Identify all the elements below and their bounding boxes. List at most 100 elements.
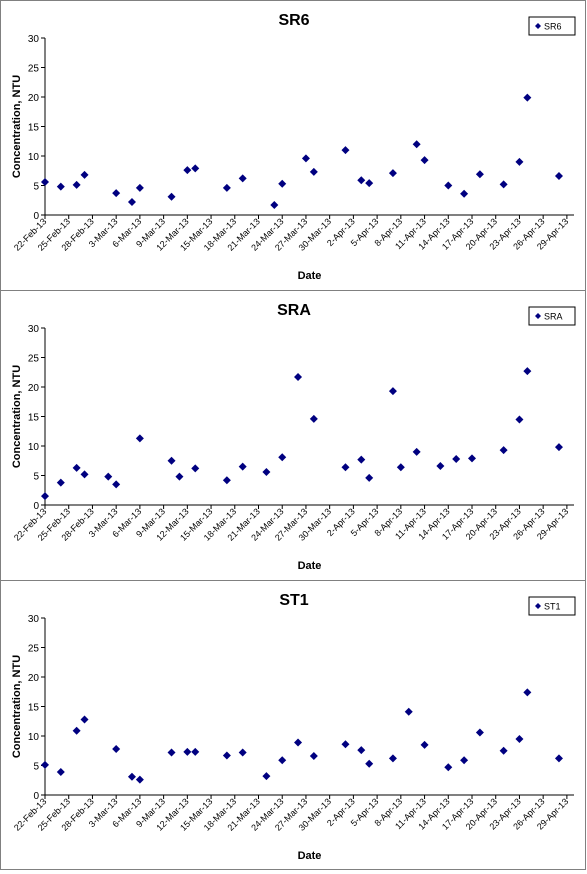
data-point-sra (175, 472, 184, 481)
data-point-st1 (499, 746, 508, 755)
data-point-st1 (365, 759, 374, 768)
data-point-st1 (56, 767, 65, 776)
data-point-sr6 (444, 181, 453, 190)
data-point-sr6 (238, 174, 247, 183)
data-point-sra (365, 473, 374, 482)
data-point-sra (515, 415, 524, 424)
data-point-st1 (41, 760, 49, 769)
data-point-sr6 (499, 180, 508, 189)
data-point-sra (523, 367, 532, 376)
data-point-sra (294, 372, 303, 381)
chart-title: ST1 (279, 592, 308, 609)
data-point-sr6 (135, 183, 144, 192)
y-tick-label: 25 (28, 644, 40, 655)
y-tick-label: 5 (33, 762, 39, 773)
data-point-sra (41, 492, 49, 501)
legend-box (528, 596, 576, 616)
data-point-sr6 (309, 167, 318, 176)
data-point-sr6 (278, 179, 287, 188)
data-point-sr6 (301, 154, 310, 163)
data-point-sra (135, 434, 144, 443)
y-tick-label: 25 (28, 64, 40, 75)
data-point-sr6 (365, 179, 374, 188)
data-point-sra (467, 454, 476, 463)
data-point-sra (412, 447, 421, 456)
data-point-sra (396, 463, 405, 472)
legend-label: SR6 (544, 22, 562, 32)
data-point-st1 (191, 747, 200, 756)
data-point-sr6 (515, 157, 524, 166)
y-tick-label: 30 (28, 614, 40, 625)
data-point-sra (72, 463, 81, 472)
y-tick-label: 15 (28, 413, 40, 424)
chart-panel-st1: ST1 0 5 10 15 20 25 30 22-Feb-13 25-Feb-13 28-Feb-… (0, 580, 586, 870)
data-point-sra (309, 414, 318, 423)
data-point-sra (554, 443, 563, 452)
data-point-st1 (294, 738, 303, 747)
data-point-st1 (278, 756, 287, 765)
data-point-sr6 (222, 183, 231, 192)
data-point-sra (191, 464, 200, 473)
y-tick-label: 30 (28, 34, 40, 45)
chart-title: SRA (277, 302, 311, 319)
x-axis-title: Date (298, 850, 322, 862)
legend-box (528, 16, 576, 36)
chart-title: SR6 (278, 12, 309, 29)
legend-marker (535, 603, 541, 609)
y-tick-label: 5 (33, 472, 39, 483)
data-point-st1 (80, 715, 89, 724)
data-point-sr6 (357, 176, 366, 185)
y-tick-label: 0 (33, 211, 39, 222)
y-axis-title: Concentration, NTU (11, 655, 23, 758)
data-point-st1 (72, 726, 81, 735)
y-tick-label: 10 (28, 732, 40, 743)
data-point-sra (262, 467, 271, 476)
y-tick-label: 20 (28, 673, 40, 684)
data-point-st1 (127, 772, 136, 781)
x-axis-title: Date (298, 270, 322, 282)
legend-label: ST1 (544, 602, 561, 612)
y-tick-label: 20 (28, 93, 40, 104)
data-point-sr6 (388, 169, 397, 178)
y-tick-label: 25 (28, 354, 40, 365)
data-point-st1 (135, 775, 144, 784)
data-point-st1 (420, 740, 429, 749)
data-point-sra (357, 455, 366, 464)
data-point-st1 (475, 728, 484, 737)
data-point-sr6 (523, 93, 532, 102)
chart-panel-sr6: SR6 0 5 10 15 20 25 30 22-Feb-13 25-Feb-13 28-Feb-… (0, 0, 586, 291)
data-point-sr6 (183, 166, 192, 175)
y-tick-label: 5 (33, 182, 39, 193)
data-point-st1 (341, 740, 350, 749)
data-point-st1 (523, 688, 532, 697)
data-point-sra (452, 454, 461, 463)
data-point-sr6 (270, 200, 279, 209)
data-point-sr6 (460, 189, 469, 198)
data-point-sra (238, 462, 247, 471)
data-point-sr6 (41, 177, 49, 186)
data-point-st1 (404, 707, 413, 716)
data-point-sr6 (420, 156, 429, 165)
data-point-st1 (262, 772, 271, 781)
data-point-st1 (238, 748, 247, 757)
data-point-sra (80, 470, 89, 479)
data-point-st1 (460, 756, 469, 765)
data-point-sr6 (127, 198, 136, 207)
data-point-sra (104, 472, 113, 481)
data-point-sra (167, 456, 176, 465)
y-tick-label: 0 (33, 501, 39, 512)
data-point-sra (278, 453, 287, 462)
data-point-sr6 (167, 192, 176, 201)
y-tick-label: 20 (28, 383, 40, 394)
chart-panel-sra: SRA 0 5 10 15 20 25 30 22-Feb-13 25-Feb-13 28-Feb-… (0, 290, 586, 581)
data-point-st1 (554, 754, 563, 763)
y-tick-label: 30 (28, 324, 40, 335)
data-point-sra (222, 476, 231, 485)
data-point-st1 (222, 751, 231, 760)
data-point-sr6 (475, 170, 484, 179)
y-axis-title: Concentration, NTU (11, 75, 23, 178)
data-point-st1 (167, 748, 176, 757)
data-point-sr6 (191, 164, 200, 173)
data-point-sr6 (112, 189, 121, 198)
